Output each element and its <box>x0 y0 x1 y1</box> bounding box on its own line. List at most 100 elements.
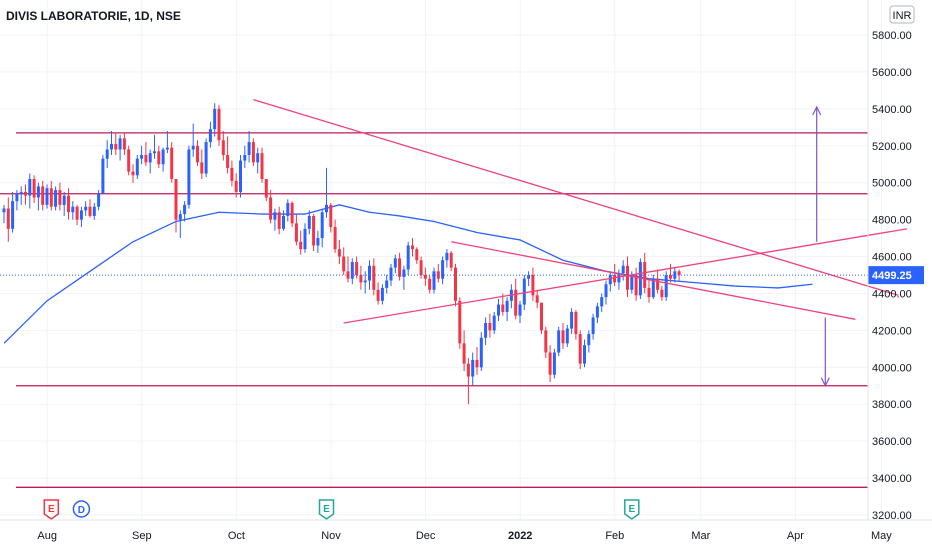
candle-body <box>269 197 273 220</box>
candle-body <box>36 186 40 198</box>
candle-body <box>165 147 169 150</box>
candle <box>118 134 122 161</box>
candle <box>84 201 88 216</box>
y-tick-label: 5600.00 <box>872 67 912 79</box>
candle-body <box>415 249 419 261</box>
y-tick-label: 4200.00 <box>872 325 912 337</box>
candle <box>153 134 156 159</box>
candle-body <box>445 252 449 261</box>
candle-body <box>669 275 672 279</box>
candle <box>239 155 242 198</box>
candle <box>243 145 247 168</box>
candle-body <box>570 311 574 329</box>
candle <box>449 251 453 272</box>
candle <box>187 145 191 209</box>
candle-body <box>617 273 621 283</box>
candle <box>19 186 23 205</box>
candle-body <box>329 204 333 227</box>
candle-body <box>411 245 414 250</box>
candle-body <box>282 215 285 229</box>
candle-body <box>647 287 651 298</box>
candle-body <box>88 206 92 216</box>
candle <box>570 308 574 335</box>
candle-body <box>608 275 612 285</box>
candle <box>157 145 161 168</box>
candle-body <box>191 145 195 150</box>
x-tick-label: Dec <box>416 530 436 542</box>
candle-body <box>170 147 174 179</box>
chart-title: DIVIS LABORATORIE, 1D, NSE <box>6 9 181 23</box>
dividend-marker[interactable]: D <box>72 500 91 518</box>
candle-body <box>208 129 212 143</box>
candle <box>621 260 625 281</box>
candle-body <box>260 153 264 179</box>
y-tick-label: 4400.00 <box>872 288 912 300</box>
svg-text:E: E <box>628 504 635 515</box>
candle <box>350 258 354 285</box>
earnings-marker[interactable]: E <box>43 499 60 520</box>
candle <box>101 155 105 194</box>
candle <box>355 256 359 279</box>
candle <box>488 313 492 338</box>
trendline <box>451 241 856 320</box>
svg-text:E: E <box>323 504 330 515</box>
arrow-up <box>812 105 822 242</box>
grid-lines <box>0 0 882 520</box>
candle-body <box>243 155 247 161</box>
candle-body <box>290 203 294 224</box>
candle <box>376 282 380 305</box>
candle-body <box>518 304 522 316</box>
candle-body <box>501 304 505 312</box>
candle <box>540 302 543 335</box>
candle-body <box>673 271 677 279</box>
time-axis[interactable]: Aug Sep Oct Nov Dec 2022 Feb Mar Apr May <box>37 530 892 542</box>
candle-body <box>540 302 543 331</box>
candle-body <box>626 265 629 290</box>
candle <box>415 247 419 264</box>
candle <box>664 271 668 301</box>
candle-body <box>67 195 70 213</box>
candle-body <box>264 179 268 198</box>
candle <box>552 348 556 379</box>
candle-body <box>600 297 604 307</box>
candle-body <box>97 193 101 207</box>
candle <box>604 280 608 305</box>
candle-body <box>406 245 410 270</box>
candle-body <box>514 289 518 316</box>
candle <box>127 145 131 176</box>
candle-body <box>24 191 27 196</box>
candle <box>595 302 599 323</box>
price-axis[interactable]: 5800.00 5600.00 5400.00 5200.00 5000.00 4800.… <box>872 30 912 522</box>
candle-body <box>544 330 548 353</box>
y-tick-label: 4800.00 <box>872 215 912 227</box>
candle-body <box>449 252 453 268</box>
candle-body <box>359 275 363 283</box>
candle-body <box>19 191 23 194</box>
candle-body <box>247 142 251 155</box>
candle-body <box>372 265 376 290</box>
candle <box>617 269 621 290</box>
earnings-marker[interactable]: E <box>624 499 640 520</box>
current-price-badge <box>868 266 924 285</box>
candle <box>165 131 169 154</box>
candle <box>92 203 96 220</box>
arrow-down <box>820 317 830 388</box>
candle-body <box>462 343 466 364</box>
candle-body <box>221 140 225 155</box>
candle-body <box>2 208 6 213</box>
candle <box>234 173 238 198</box>
currency-badge[interactable]: INR <box>889 5 915 24</box>
candle-body <box>183 204 187 215</box>
candle <box>174 179 178 233</box>
candle-body <box>110 143 113 150</box>
earnings-marker[interactable]: E <box>318 499 335 520</box>
svg-text:D: D <box>78 505 85 516</box>
trendline <box>343 228 908 324</box>
candle-body <box>234 180 238 192</box>
candle <box>58 182 62 211</box>
candle <box>342 247 346 275</box>
candle <box>122 132 126 155</box>
candle <box>458 297 462 349</box>
